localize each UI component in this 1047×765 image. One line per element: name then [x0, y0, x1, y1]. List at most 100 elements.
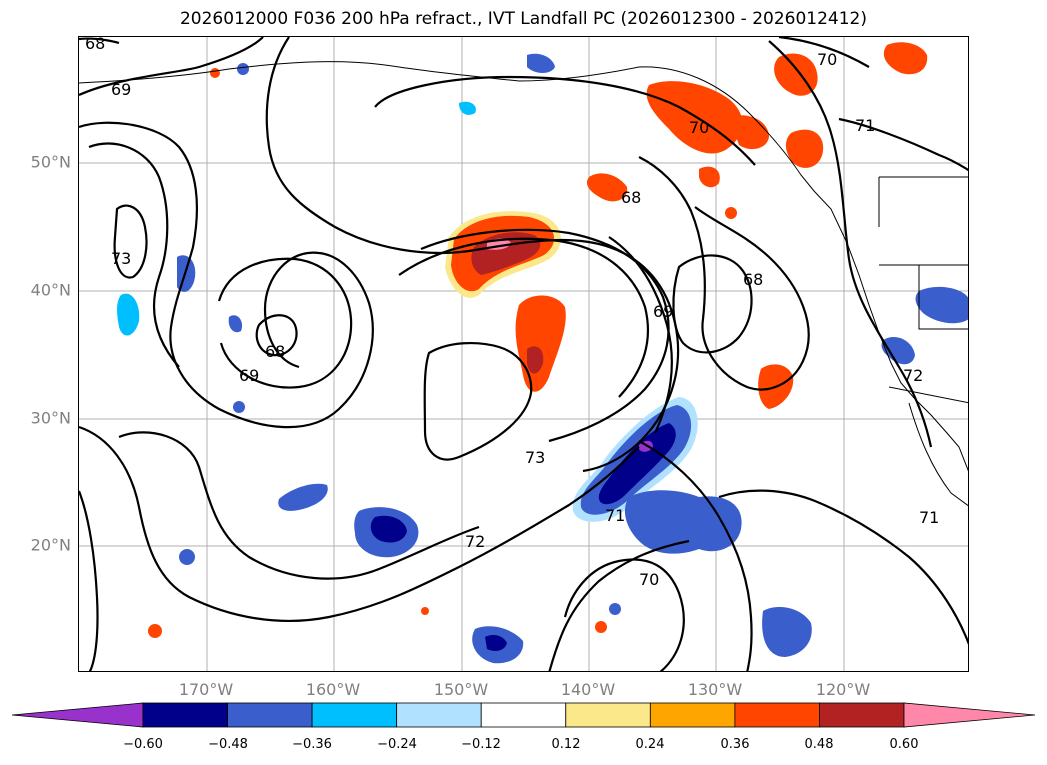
- contour-label: 71: [919, 508, 939, 527]
- contour-71-se: [718, 489, 968, 645]
- contour-label: 69: [653, 302, 673, 321]
- colorbar-tick-label: 0.12: [551, 737, 581, 752]
- colorbar-tick-label: −0.24: [377, 737, 417, 752]
- lon-label-130w: 130°W: [687, 680, 743, 699]
- positive-anomaly-dot: [725, 207, 737, 219]
- positive-anomaly-dot: [148, 624, 162, 638]
- lon-label-120w: 120°W: [815, 680, 871, 699]
- lat-label-20n: 20°N: [30, 535, 71, 555]
- negative-anomaly-southeast: [624, 490, 742, 554]
- contour-label: 71: [855, 116, 875, 135]
- contour-west-ring-a: [88, 142, 180, 368]
- colorbar-segment: [819, 702, 905, 728]
- lon-label-150w: 150°W: [433, 680, 489, 699]
- negative-anomaly-dot: [233, 401, 245, 413]
- positive-anomaly-south: [515, 295, 566, 392]
- contour-low-center: [255, 314, 298, 357]
- positive-anomaly-pacific-mid: [586, 173, 628, 202]
- colorbar-segment: [227, 702, 313, 728]
- positive-anomaly-canada-east: [774, 53, 818, 96]
- colorbar-tick-label: 0.24: [635, 737, 665, 752]
- negative-anomaly-hawaii-core: [370, 515, 407, 543]
- negative-anomaly-west-b: [117, 293, 140, 336]
- contour-label: 70: [817, 50, 837, 69]
- positive-anomaly-pnw: [785, 129, 824, 168]
- graticule: [79, 37, 968, 671]
- contour-71-east: [768, 40, 933, 448]
- contour-69-ring: [217, 257, 353, 389]
- contour-70-ne: [778, 37, 870, 68]
- contour-69-east: [608, 236, 673, 434]
- colorbar-segment: [396, 702, 482, 728]
- negative-anomaly-west-streak: [278, 483, 328, 511]
- negative-anomaly-dot: [237, 63, 249, 75]
- contour-71-south: [79, 490, 99, 671]
- contour-label: 73: [111, 249, 131, 268]
- negative-anomaly-south-central-core: [485, 635, 507, 651]
- negative-anomaly-east-land-b: [915, 286, 968, 324]
- colorbar-segment: [311, 702, 398, 728]
- contour-label-group: 68 69 73 68 69 70 70 71 68 68 69 73 72 7…: [85, 37, 939, 589]
- colorbar-segment: [142, 702, 228, 728]
- negative-anomaly-west-c: [228, 315, 243, 333]
- positive-anomaly-south-core: [527, 346, 544, 374]
- contour-label: 73: [525, 448, 545, 467]
- map-title: 2026012000 F036 200 hPa refract., IVT La…: [179, 9, 867, 29]
- contour-70-south: [548, 539, 690, 671]
- contour-label: 72: [465, 532, 485, 551]
- contour-lines: [79, 37, 968, 671]
- contour-73-west: [113, 204, 148, 279]
- negative-anomaly-east-land: [881, 336, 915, 365]
- colorbar-segment: [565, 702, 651, 728]
- lat-label-40n: 40°N: [30, 280, 71, 300]
- baja-coast: [908, 402, 968, 507]
- coastlines: [79, 61, 968, 507]
- contour-label: 71: [605, 506, 625, 525]
- colorbar-tick-label: −0.60: [123, 737, 163, 752]
- negative-anomaly-southeast-low: [762, 607, 812, 657]
- positive-anomaly-ne-corner: [883, 42, 928, 75]
- contour-71-ne: [838, 117, 968, 172]
- colorbar-tick-label: −0.48: [208, 737, 248, 752]
- contour-label: 68: [265, 342, 285, 361]
- map-panel[interactable]: 68 69 73 68 69 70 70 71 68 68 69 73 72 7…: [78, 36, 969, 672]
- negative-anomaly-dot: [609, 603, 621, 615]
- contour-label: 68: [743, 270, 763, 289]
- colorbar-segment: [480, 702, 567, 728]
- contour-label: 69: [111, 80, 131, 99]
- lat-label-50n: 50°N: [30, 152, 71, 172]
- contour-label: 68: [85, 37, 105, 53]
- negative-anomaly-north-a: [459, 101, 476, 115]
- contour-73-east: [423, 341, 533, 461]
- negative-anomaly-subtropical-jet-core: [598, 423, 676, 505]
- us-state-border-c: [918, 265, 968, 330]
- colorbar: [11, 702, 1036, 728]
- contour-72-se: [638, 440, 753, 671]
- colorbar-tick-label: 0.48: [804, 737, 834, 752]
- lon-label-160w: 160°W: [305, 680, 361, 699]
- positive-anomaly-dot: [210, 68, 220, 78]
- contour-ridge-b: [398, 237, 650, 398]
- contour-72-south-inner: [118, 431, 480, 580]
- contour-68-east: [672, 254, 753, 354]
- negative-anomaly-dot: [179, 549, 195, 565]
- contour-label: 72: [903, 366, 923, 385]
- lat-label-30n: 30°N: [30, 408, 71, 428]
- mexico-border: [888, 386, 968, 404]
- contour-68-nw: [79, 37, 120, 45]
- positive-anomaly-dot: [595, 621, 607, 633]
- contour-70-sw: [563, 558, 685, 671]
- positive-anomaly-regions: [148, 42, 928, 638]
- colorbar-extend-min: [11, 702, 144, 728]
- contour-69-north: [79, 37, 264, 97]
- colorbar-segment: [649, 702, 736, 728]
- colorbar-tick-label: −0.12: [461, 737, 501, 752]
- contour-label: 68: [621, 188, 641, 207]
- lon-label-140w: 140°W: [560, 680, 616, 699]
- positive-anomaly-north-small: [699, 166, 720, 188]
- negative-anomaly-north-b: [527, 53, 555, 73]
- positive-anomaly-coast-north: [646, 81, 743, 154]
- lon-label-170w: 170°W: [178, 680, 234, 699]
- colorbar-segment: [734, 702, 820, 728]
- alaska-coast: [79, 61, 968, 472]
